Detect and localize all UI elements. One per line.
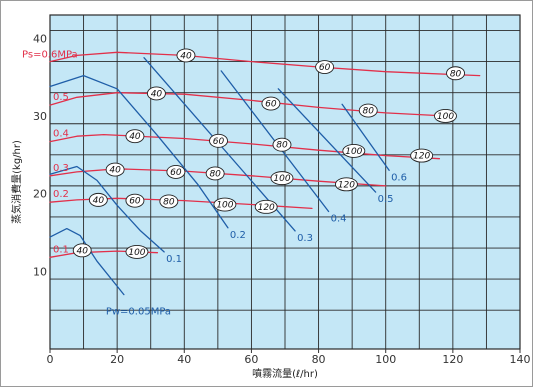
air-flow-oval bbox=[125, 129, 145, 144]
x-tick-label: 120 bbox=[442, 353, 463, 366]
air-flow-oval bbox=[410, 148, 434, 163]
air-flow-oval bbox=[166, 164, 186, 179]
y-tick-label: 30 bbox=[33, 110, 47, 123]
steam-pressure-line-ps-0-6mpa bbox=[49, 51, 481, 77]
air-flow-label-100: 100 bbox=[273, 174, 290, 184]
x-tick-label: 0 bbox=[47, 353, 54, 366]
steam-pressure-label-0-2: 0.2 bbox=[53, 189, 69, 200]
air-flow-label-100: 100 bbox=[437, 112, 454, 122]
air-flow-oval bbox=[446, 66, 465, 81]
water-pressure-line-pw-0-05mpa bbox=[49, 227, 125, 296]
air-flow-label-60: 60 bbox=[319, 63, 331, 73]
steam-pressure-label-0-5: 0.5 bbox=[53, 92, 69, 103]
water-pressure-label-0-4: 0.4 bbox=[331, 214, 347, 225]
x-tick-label: 100 bbox=[375, 353, 396, 366]
y-tick-label: 20 bbox=[33, 188, 47, 201]
air-flow-oval bbox=[334, 177, 358, 192]
air-flow-label-100: 100 bbox=[345, 147, 362, 157]
water-pressure-label-0-3: 0.3 bbox=[297, 233, 313, 244]
air-flow-oval bbox=[176, 48, 196, 63]
plot-border bbox=[49, 14, 521, 350]
air-flow-oval bbox=[72, 243, 92, 258]
air-flow-label-80: 80 bbox=[209, 169, 221, 179]
water-pressure-label-0-2: 0.2 bbox=[230, 230, 246, 241]
air-flow-label-120: 120 bbox=[258, 203, 275, 213]
air-flow-label-80: 80 bbox=[450, 69, 462, 79]
air-flow-label-60: 60 bbox=[213, 137, 225, 147]
air-flow-oval bbox=[159, 194, 179, 209]
steam-pressure-label-0-1: 0.1 bbox=[53, 244, 69, 255]
x-tick-label: 40 bbox=[177, 353, 191, 366]
air-flow-oval bbox=[254, 199, 278, 214]
air-flow-oval bbox=[146, 86, 166, 101]
water-pressure-label-0-6: 0.6 bbox=[391, 172, 407, 183]
x-tick-label: 140 bbox=[510, 353, 531, 366]
air-flow-oval bbox=[205, 166, 225, 181]
air-flow-oval bbox=[88, 192, 108, 207]
air-flow-label-80: 80 bbox=[163, 197, 175, 207]
air-flow-oval bbox=[315, 60, 335, 74]
air-flow-label-40: 40 bbox=[151, 89, 163, 99]
x-tick-label: 80 bbox=[312, 353, 326, 366]
air-flow-oval bbox=[272, 137, 292, 152]
water-pressure-label-0-1: 0.1 bbox=[166, 254, 182, 265]
air-flow-label-80: 80 bbox=[363, 107, 375, 117]
x-tick-label: 60 bbox=[244, 353, 258, 366]
air-flow-label-40: 40 bbox=[129, 132, 141, 142]
air-flow-label-40: 40 bbox=[77, 246, 89, 256]
air-flow-label-40: 40 bbox=[180, 51, 192, 61]
water-pressure-line-0-6 bbox=[341, 103, 390, 171]
air-flow-label-60: 60 bbox=[129, 197, 141, 207]
air-flow-label-60: 60 bbox=[265, 100, 277, 110]
air-flow-oval bbox=[125, 193, 145, 208]
x-axis-title: 噴霧流量(ℓ/hr) bbox=[252, 367, 318, 380]
air-flow-oval bbox=[105, 162, 125, 177]
air-flow-oval bbox=[125, 244, 149, 259]
air-flow-label-120: 120 bbox=[338, 180, 355, 190]
air-flow-oval bbox=[270, 171, 294, 186]
steam-pressure-label-ps-0-6mpa: Ps=0.6MPa bbox=[22, 50, 78, 61]
water-pressure-line-0-1 bbox=[49, 165, 165, 253]
air-flow-label-60: 60 bbox=[170, 168, 182, 178]
air-flow-oval bbox=[209, 133, 228, 148]
y-tick-label: 10 bbox=[33, 265, 47, 278]
y-axis-title: 蒸気消費量(kg/hr) bbox=[10, 140, 23, 224]
air-flow-label-100: 100 bbox=[216, 201, 233, 211]
y-tick-label: 40 bbox=[33, 32, 47, 45]
water-pressure-line-0-5 bbox=[277, 88, 377, 193]
steam-pressure-label-0-4: 0.4 bbox=[53, 129, 69, 140]
air-flow-label-40: 40 bbox=[93, 196, 105, 206]
x-tick-label: 20 bbox=[110, 353, 124, 366]
water-pressure-label-0-5: 0.5 bbox=[378, 194, 394, 205]
air-flow-label-120: 120 bbox=[413, 152, 430, 162]
air-flow-label-80: 80 bbox=[276, 141, 288, 151]
air-flow-oval bbox=[358, 103, 378, 118]
steam-pressure-label-0-3: 0.3 bbox=[53, 163, 69, 174]
water-pressure-line-0-2 bbox=[49, 74, 229, 229]
air-flow-oval bbox=[434, 109, 457, 123]
air-flow-oval bbox=[213, 197, 237, 212]
air-flow-label-100: 100 bbox=[128, 248, 145, 258]
air-flow-oval bbox=[261, 96, 281, 111]
air-flow-label-40: 40 bbox=[109, 166, 121, 176]
air-flow-oval bbox=[342, 143, 366, 158]
water-pressure-label-pw-0-05mpa: Pw=0.05MPa bbox=[106, 307, 171, 318]
